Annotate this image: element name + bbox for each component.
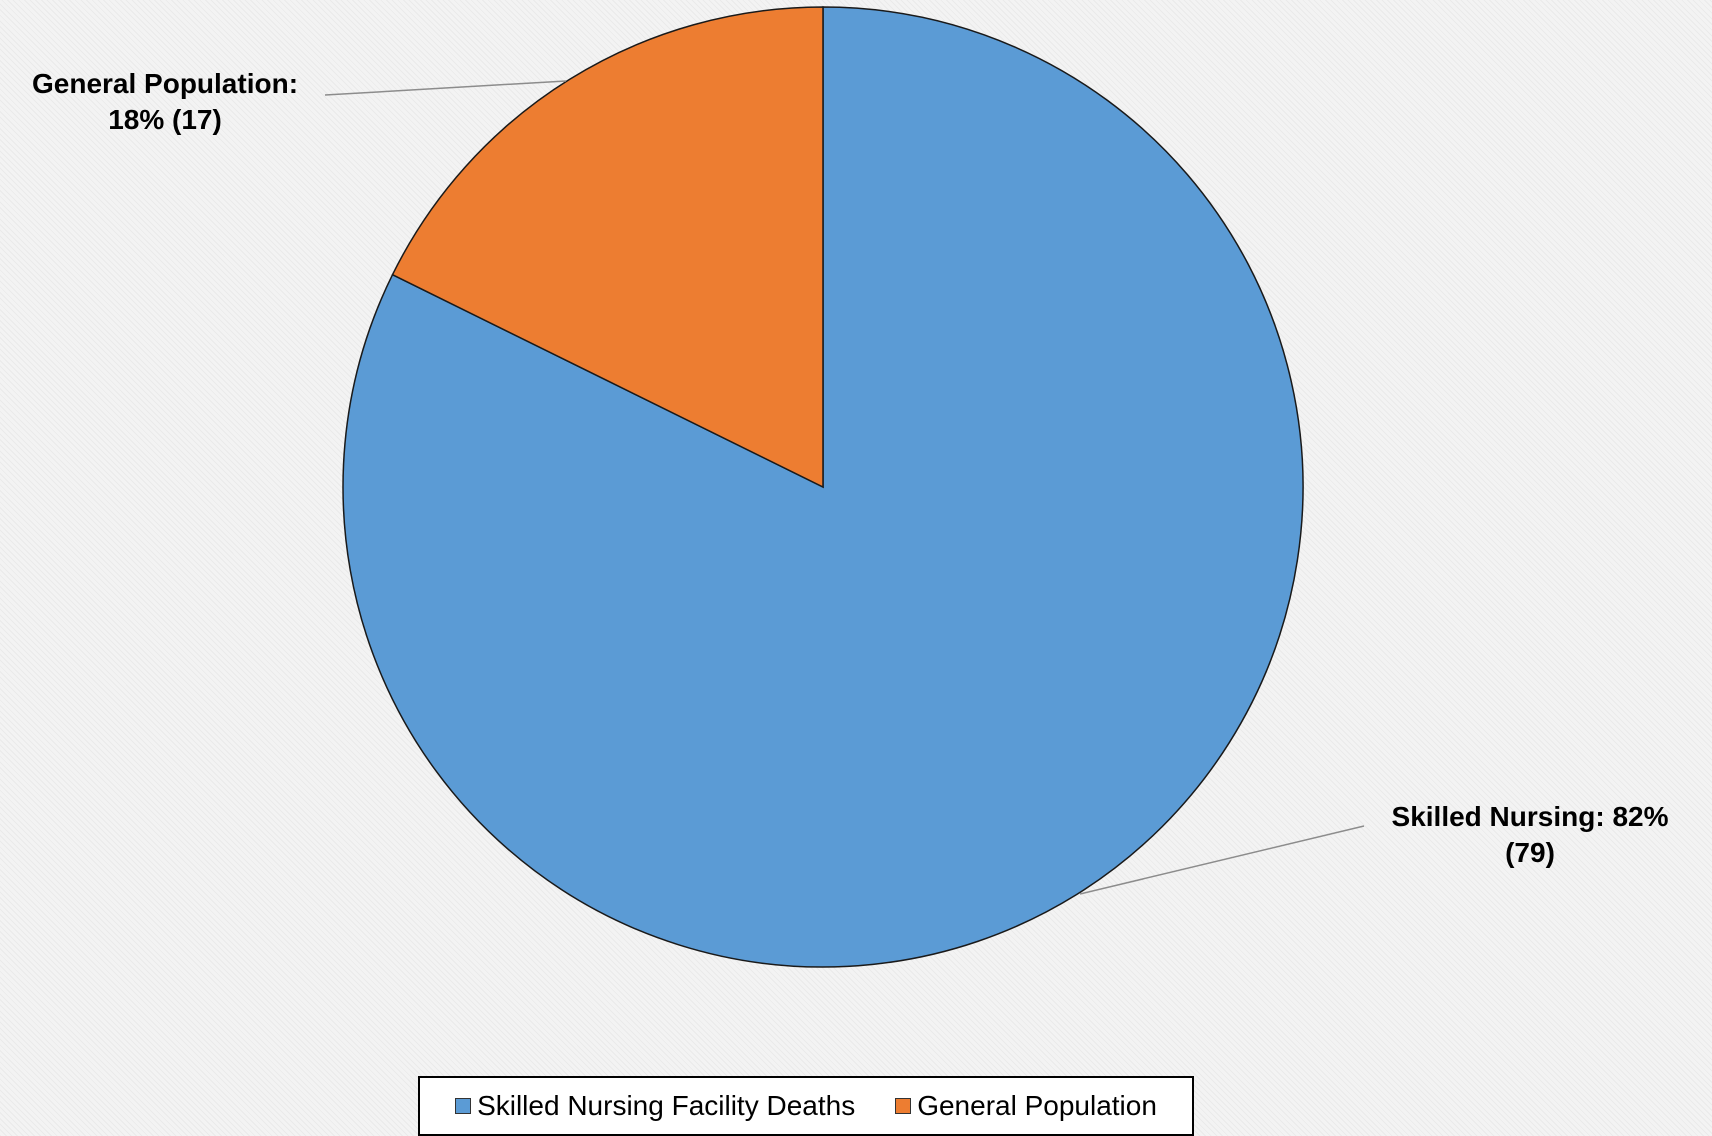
leader-line-general [324, 80, 567, 96]
chart-legend: Skilled Nursing Facility Deaths General … [418, 1076, 1194, 1136]
data-label-skilled-line2: (79) [1505, 837, 1555, 868]
leader-line-skilled [1079, 825, 1365, 895]
slice-general-population [391, 6, 824, 489]
data-label-skilled-line1: Skilled Nursing: 82% [1391, 801, 1669, 832]
legend-label-skilled-nursing: Skilled Nursing Facility Deaths [477, 1090, 856, 1121]
legend-swatch-general-population [895, 1098, 912, 1114]
slice-skilled-nursing [342, 6, 1304, 968]
data-label-skilled-nursing: Skilled Nursing: 82% (79) [1364, 799, 1696, 871]
data-label-general-population: General Population: 18% (17) [0, 66, 330, 138]
data-label-general-line2: 18% (17) [108, 104, 222, 135]
legend-item-general-population: General Population [895, 1090, 1157, 1122]
data-label-general-line1: General Population: [31, 68, 299, 99]
legend-item-skilled-nursing: Skilled Nursing Facility Deaths [455, 1090, 855, 1122]
legend-swatch-skilled-nursing [455, 1098, 472, 1114]
legend-label-general-population: General Population [917, 1090, 1157, 1121]
